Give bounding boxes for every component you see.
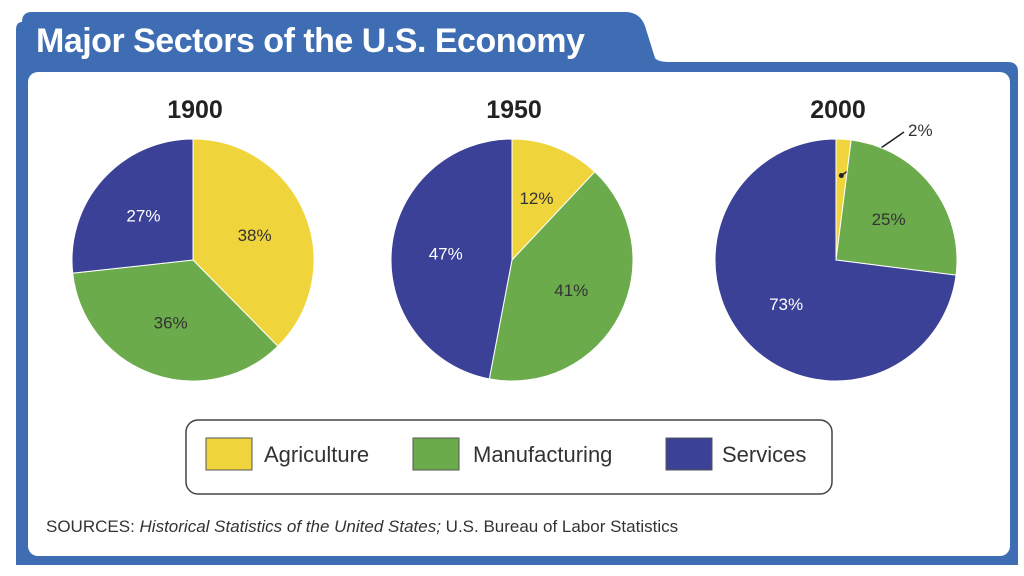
source-rest: U.S. Bureau of Labor Statistics [441, 517, 678, 536]
pie-year-1900: 1900 [167, 96, 223, 124]
pie-label-1950-services: 47% [429, 245, 463, 264]
pie-slice-1950-manufacturing [488, 171, 634, 382]
legend-label-agriculture: Agriculture [264, 442, 369, 467]
chart-title: Major Sectors of the U.S. Economy [36, 22, 585, 60]
pie-slice-1900-services [71, 138, 194, 274]
source-prefix: SOURCES: [46, 517, 140, 536]
pie-slice-1950-agriculture [511, 138, 596, 262]
pie-slice-2000-services [714, 138, 957, 382]
pie-slice-1900-agriculture [192, 138, 315, 347]
pie-label-1950-agriculture: 12% [519, 189, 553, 208]
legend-swatch-agriculture [205, 437, 253, 471]
legend-swatch-services [665, 437, 713, 471]
source-italic: Historical Statistics of the United Stat… [140, 517, 442, 536]
legend-swatch-manufacturing [412, 437, 460, 471]
legend-label-manufacturing: Manufacturing [473, 442, 612, 467]
pie-slice-2000-manufacturing [835, 139, 958, 276]
source-note: SOURCES: Historical Statistics of the Un… [46, 517, 678, 536]
pie-label-1900-agriculture: 38% [238, 226, 272, 245]
pie-year-2000: 2000 [810, 96, 866, 124]
legend-label-services: Services [722, 442, 806, 467]
pie-label-1900-services: 27% [126, 207, 160, 226]
pie-slice-1900-manufacturing [72, 259, 279, 382]
pie-year-1950: 1950 [486, 96, 542, 124]
pie-label-2000-services: 73% [769, 295, 803, 314]
pie-label-1900-manufacturing: 36% [154, 314, 188, 333]
pie-slice-1950-services [390, 138, 513, 380]
pie-label-1950-manufacturing: 41% [554, 281, 588, 300]
pie-label-2000-manufacturing: 25% [872, 210, 906, 229]
pie-label-2000-agriculture: 2% [908, 121, 933, 140]
